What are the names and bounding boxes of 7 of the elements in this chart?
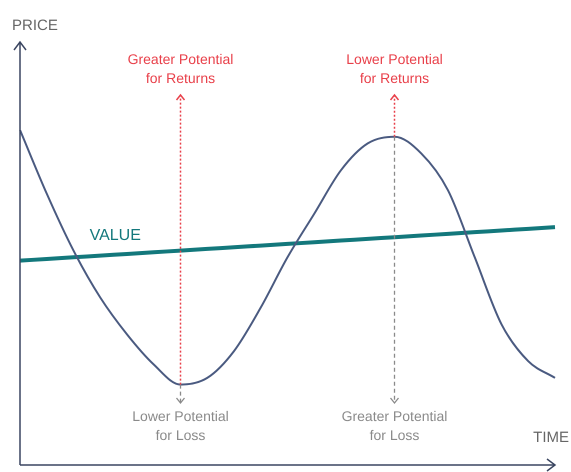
text: Lower Potential for Returns [346, 51, 443, 86]
annotation: Greater Potential for Loss [342, 408, 448, 443]
text: Greater Potential for Returns [128, 51, 234, 86]
x-axis-title: TIME [533, 429, 569, 446]
series-label: VALUE [90, 227, 141, 244]
text: PRICE [12, 17, 58, 34]
annotation: Lower Potential for Loss [132, 408, 229, 443]
